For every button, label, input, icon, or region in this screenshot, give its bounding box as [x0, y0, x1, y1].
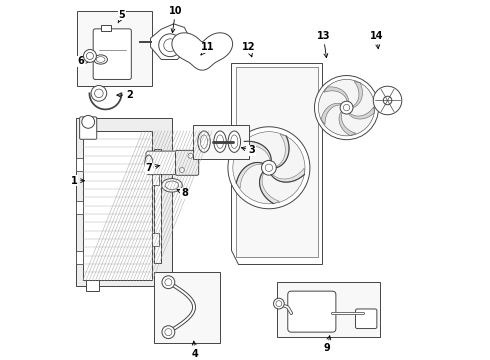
Circle shape — [265, 164, 272, 171]
Bar — [76, 201, 83, 214]
Text: 13: 13 — [317, 31, 330, 58]
Bar — [83, 131, 152, 280]
Bar — [152, 233, 159, 246]
Ellipse shape — [162, 179, 182, 192]
FancyBboxPatch shape — [175, 150, 198, 175]
Circle shape — [84, 50, 97, 62]
FancyBboxPatch shape — [355, 309, 377, 329]
Circle shape — [373, 86, 402, 115]
Ellipse shape — [200, 135, 208, 148]
Text: 10: 10 — [169, 6, 182, 33]
Text: 6: 6 — [78, 56, 90, 66]
Polygon shape — [236, 162, 263, 188]
Bar — [152, 172, 159, 185]
Bar — [100, 24, 111, 31]
Circle shape — [165, 279, 172, 286]
Circle shape — [233, 132, 305, 204]
FancyBboxPatch shape — [146, 151, 180, 175]
Ellipse shape — [228, 131, 241, 152]
Bar — [236, 67, 318, 257]
Text: 9: 9 — [323, 336, 331, 353]
Ellipse shape — [217, 135, 223, 148]
Ellipse shape — [145, 155, 153, 171]
Ellipse shape — [165, 181, 179, 190]
Polygon shape — [241, 141, 271, 161]
Circle shape — [179, 167, 184, 172]
Polygon shape — [271, 168, 304, 182]
Text: 1: 1 — [71, 176, 84, 186]
FancyBboxPatch shape — [80, 117, 97, 139]
Polygon shape — [321, 103, 342, 124]
Polygon shape — [276, 134, 289, 168]
Circle shape — [273, 298, 284, 309]
Bar — [76, 158, 83, 171]
Polygon shape — [231, 63, 321, 264]
Bar — [77, 12, 152, 86]
Ellipse shape — [198, 131, 210, 152]
Bar — [194, 125, 248, 159]
Polygon shape — [353, 81, 363, 108]
Bar — [86, 280, 99, 291]
Circle shape — [82, 116, 95, 128]
Circle shape — [276, 301, 282, 307]
Circle shape — [343, 104, 350, 111]
Ellipse shape — [214, 131, 226, 152]
FancyBboxPatch shape — [288, 291, 336, 332]
Circle shape — [340, 101, 353, 114]
Circle shape — [95, 89, 103, 98]
Bar — [154, 149, 161, 263]
Circle shape — [383, 96, 392, 105]
Circle shape — [188, 153, 193, 158]
Circle shape — [91, 86, 107, 101]
Circle shape — [165, 329, 172, 336]
Bar — [76, 118, 172, 286]
Text: 12: 12 — [242, 42, 255, 57]
Polygon shape — [172, 33, 233, 70]
Circle shape — [162, 276, 175, 289]
Text: 8: 8 — [177, 188, 188, 198]
Circle shape — [86, 52, 94, 59]
Circle shape — [162, 326, 175, 338]
Circle shape — [315, 76, 379, 140]
Text: 14: 14 — [370, 31, 384, 49]
Bar — [154, 271, 220, 343]
Polygon shape — [260, 172, 279, 203]
Bar — [76, 251, 83, 264]
Bar — [277, 282, 380, 337]
Circle shape — [318, 80, 375, 136]
Circle shape — [164, 39, 176, 51]
Ellipse shape — [231, 135, 238, 148]
Text: 7: 7 — [146, 163, 159, 173]
Circle shape — [228, 127, 310, 209]
Ellipse shape — [94, 55, 107, 64]
FancyBboxPatch shape — [93, 29, 131, 80]
Text: 2: 2 — [117, 90, 133, 100]
Circle shape — [262, 161, 276, 175]
Polygon shape — [339, 111, 356, 136]
Text: 4: 4 — [192, 341, 198, 359]
Circle shape — [159, 34, 182, 57]
Polygon shape — [324, 87, 348, 102]
Ellipse shape — [97, 57, 105, 62]
Text: 3: 3 — [242, 145, 255, 156]
Polygon shape — [348, 107, 374, 119]
Text: 5: 5 — [118, 10, 125, 23]
Polygon shape — [150, 24, 190, 59]
Text: 11: 11 — [201, 42, 214, 55]
